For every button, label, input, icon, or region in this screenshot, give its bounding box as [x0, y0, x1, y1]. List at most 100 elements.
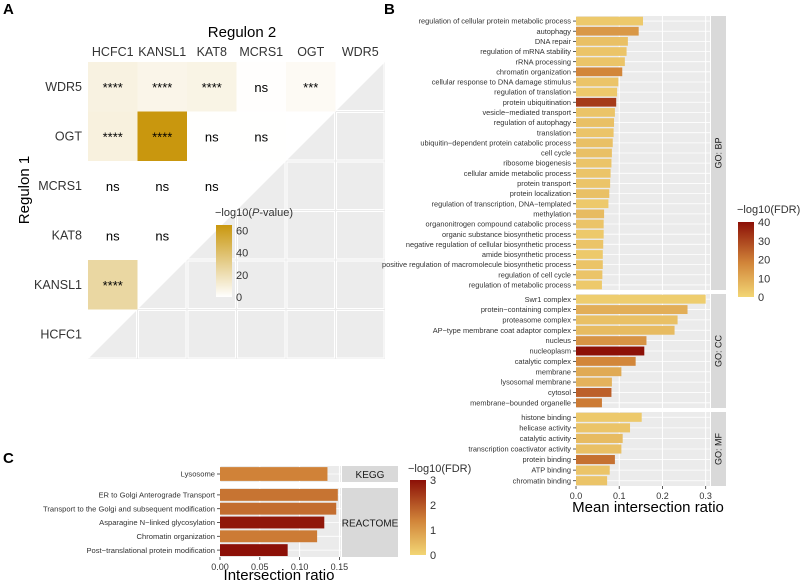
bar-label: histone binding — [521, 413, 571, 422]
bar — [576, 47, 627, 56]
bar — [576, 444, 622, 454]
bar — [576, 294, 706, 304]
bar-label: transcription coactivator activity — [468, 445, 571, 454]
bar-label: regulation of cellular protein metabolic… — [419, 17, 572, 26]
bar — [576, 398, 602, 408]
facet-strip — [342, 488, 398, 557]
facet-strip — [342, 466, 398, 482]
bar — [576, 138, 613, 148]
bar-label: regulation of transcription, DNA−templat… — [432, 199, 571, 208]
bar-label: membrane−bounded organelle — [470, 398, 571, 407]
panel-c-legend-tick: 3 — [430, 475, 436, 487]
bar — [220, 516, 325, 529]
bar — [576, 179, 611, 188]
bar-label: Post−translational protein modification — [86, 546, 215, 555]
x-axis: 0.0 0.1 0.2 0.3 — [570, 486, 712, 501]
panel-c-legend-tick: 0 — [430, 550, 436, 562]
heatmap-col-label: KAT8 — [197, 45, 227, 59]
heatmap-cell — [236, 62, 286, 112]
bar — [576, 108, 615, 117]
bar-label: organic substance biosynthetic process — [442, 230, 571, 239]
panel-b-legend-title: −log10(FDR) — [737, 204, 800, 216]
bar — [220, 530, 318, 543]
bar — [576, 387, 612, 397]
bar-label: negative regulation of cellular biosynth… — [406, 240, 571, 249]
bar-label: protein localization — [510, 189, 571, 198]
heatmap-cell-label: ns — [254, 80, 268, 95]
heatmap-cell-label: ns — [205, 179, 219, 194]
panel-c-legend-tick: 2 — [430, 500, 436, 512]
heatmap-cell-label: **** — [202, 80, 222, 95]
x-tick-label: 0.10 — [291, 562, 309, 572]
bar-label: autophagy — [536, 27, 571, 36]
panel-letter-c: C — [3, 450, 14, 467]
panel-b-legend-tick: 20 — [758, 255, 770, 267]
heatmap-empty-cell — [336, 310, 385, 359]
bar-label: proteasome complex — [502, 315, 571, 324]
heatmap-cell — [236, 111, 286, 161]
bar-label: cytosol — [548, 388, 571, 397]
facet-strip-label: GO: CC — [714, 335, 724, 368]
bar-label: protein binding — [523, 455, 572, 464]
heatmap-legend-tick: 40 — [236, 248, 248, 260]
heatmap-cell-label: **** — [152, 129, 172, 144]
heatmap-legend: −log10(P-value) 0 20 40 60 — [215, 207, 293, 304]
x-tick-label: 0.00 — [211, 562, 229, 572]
heatmap-col-label: WDR5 — [342, 45, 379, 59]
heatmap-empty-cell — [138, 310, 187, 359]
bar-label: Asparagine N−linked glycosylation — [99, 518, 215, 527]
facet-strip — [711, 294, 726, 408]
bar-label: catalytic activity — [520, 434, 572, 443]
heatmap-empty-cell — [286, 211, 335, 260]
heatmap-col-label: HCFC1 — [92, 45, 134, 59]
heatmap-legend-tick: 60 — [236, 226, 248, 238]
facet-reactome: ER to Golgi Anterograde Transport Transpo… — [43, 488, 399, 557]
bar-label: cellular amide metabolic process — [464, 169, 572, 178]
bar-label: ubiquitin−dependent protein catabolic pr… — [420, 138, 571, 147]
bar-label: protein ubiquitination — [503, 98, 571, 107]
heatmap-cell — [137, 210, 187, 260]
bar — [576, 158, 612, 168]
bar — [576, 433, 623, 443]
heatmap-cell — [286, 62, 336, 112]
heatmap-cell — [88, 210, 138, 260]
x-tick-label: 0.0 — [570, 491, 583, 501]
bar-label: lysosomal membrane — [501, 378, 571, 387]
bar-label: translation — [537, 128, 571, 137]
bar-label: Swr1 complex — [525, 295, 572, 304]
heatmap-empty-cell — [237, 260, 286, 309]
x-tick-label: 0.1 — [613, 491, 626, 501]
heatmap-cell-label: ns — [205, 129, 219, 144]
heatmap-empty-cell — [336, 211, 385, 260]
bar-label: ER to Golgi Anterograde Transport — [98, 491, 215, 500]
bar — [576, 37, 628, 46]
heatmap-empty-cell — [187, 310, 236, 359]
bar-label: amide biosynthetic process — [482, 250, 571, 259]
bar — [576, 336, 647, 346]
bar — [220, 544, 288, 557]
bar — [576, 280, 602, 290]
heatmap-col-label: OGT — [297, 45, 324, 59]
bar — [576, 57, 625, 67]
heatmap-cell-label: **** — [103, 80, 123, 95]
bar — [576, 168, 611, 178]
panel-c-x-title: Intersection ratio — [224, 567, 335, 584]
bar — [576, 465, 610, 475]
facet-kegg: Lysosome KEGG — [181, 466, 398, 482]
heatmap-cell — [187, 62, 237, 112]
facet-strip-label: GO: BP — [714, 137, 724, 168]
bar — [220, 502, 337, 515]
bar-label: Transport to the Golgi and subsequent mo… — [43, 504, 215, 513]
heatmap-cell — [137, 161, 187, 211]
facet-strip — [711, 16, 726, 290]
heatmap-cell — [88, 111, 138, 161]
bar — [576, 250, 603, 259]
panel-c-legend-tick: 1 — [430, 525, 436, 537]
panel-b-legend-tick: 40 — [758, 217, 770, 229]
panel-b-legend-tick: 30 — [758, 236, 770, 248]
heatmap-cell — [137, 62, 187, 112]
bar — [576, 219, 604, 229]
bar-label: Lysosome — [181, 470, 215, 479]
bar-label: nucleoplasm — [530, 347, 572, 356]
heatmap-cell — [187, 161, 237, 211]
